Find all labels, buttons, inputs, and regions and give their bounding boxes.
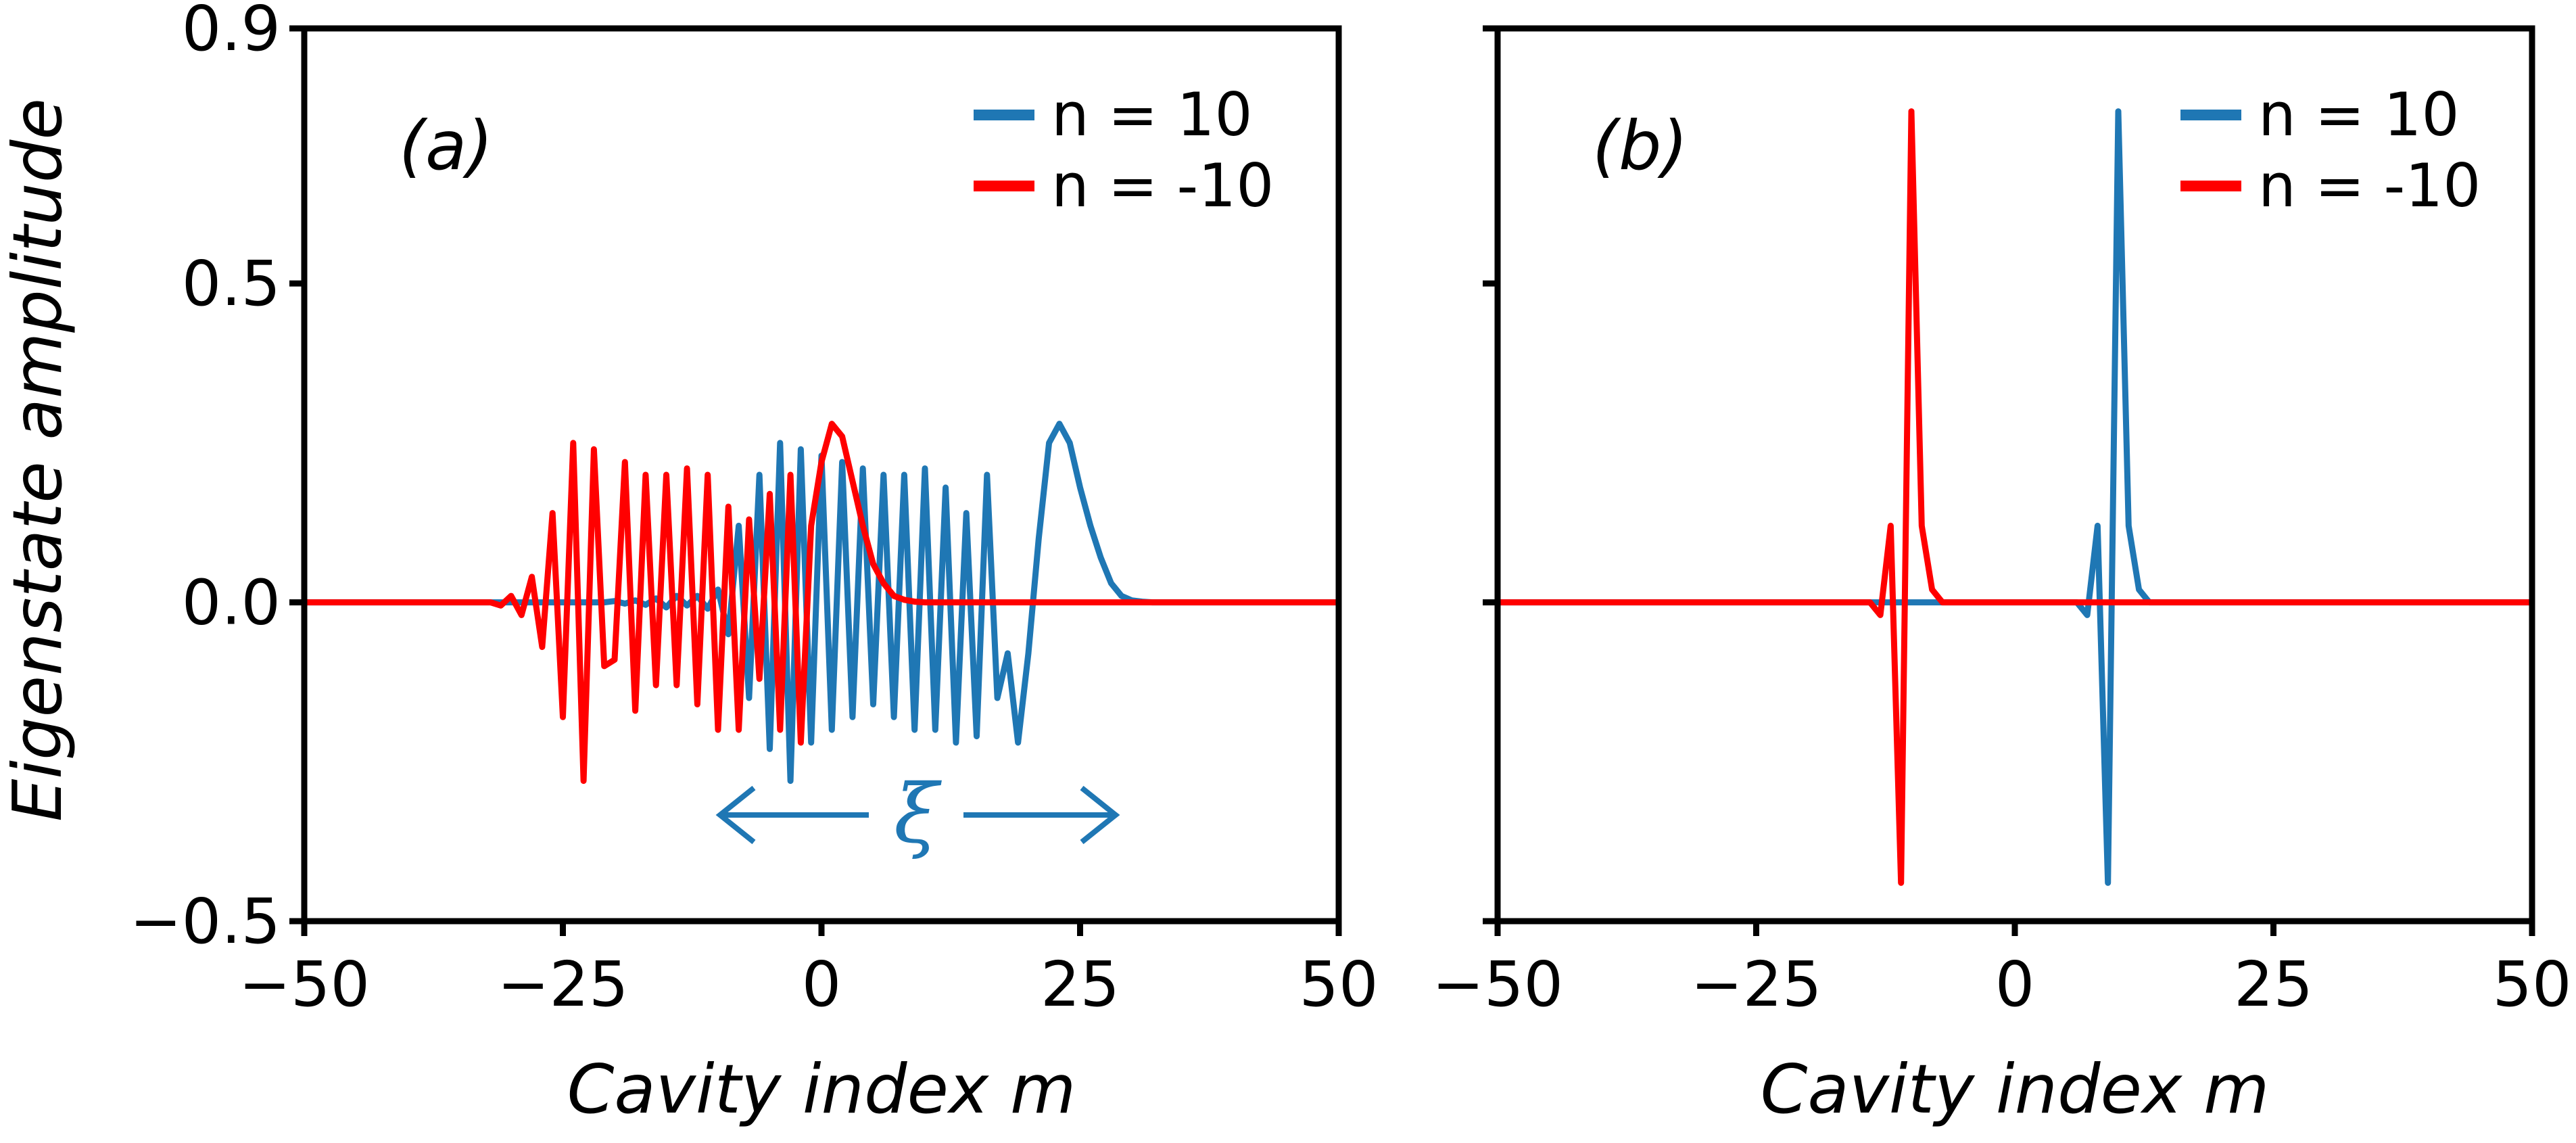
y-tick-label: −0.5	[130, 885, 281, 958]
y-tick-label: 0.5	[182, 248, 281, 320]
xi-symbol: ξ	[894, 768, 942, 862]
x-axis-title-a: Cavity index m	[567, 1050, 1076, 1129]
x-tick-label: 50	[1299, 948, 1378, 1021]
x-tick-label: −50	[1432, 948, 1563, 1021]
x-tick-label: 50	[2492, 948, 2571, 1021]
panel-label-a: (a)	[399, 106, 493, 185]
xi-annotation: ξ	[715, 768, 1120, 862]
xi-arrowhead-right	[1080, 785, 1120, 845]
x-tick-label: −25	[497, 948, 628, 1021]
ticks-a: −50 −25 0 25 50 −0.5 0.0 0.5 0.9	[130, 0, 1379, 1021]
y-tick-label: 0.9	[182, 0, 281, 65]
ticks-b: −50 −25 0 25 50	[1432, 25, 2572, 1021]
x-tick-label: 0	[1995, 948, 2035, 1021]
legend-label-n10-a: n = 10	[1051, 80, 1252, 149]
legend-label-n10-b: n = 10	[2258, 80, 2459, 149]
x-tick-label: −25	[1690, 948, 1821, 1021]
series-line-n10	[1498, 108, 2532, 886]
x-tick-label: 25	[1041, 948, 1120, 1021]
x-tick-label: −50	[239, 948, 370, 1021]
series-layer-a	[304, 421, 1339, 785]
legend-a: n = 10 n = -10	[974, 80, 1274, 220]
x-tick-label: 25	[2234, 948, 2313, 1021]
legend-label-nm10-b: n = -10	[2258, 151, 2481, 220]
series-layer-b	[1498, 108, 2532, 886]
panel-b: −50 −25 0 25 50 (b) Cavity index m n = 10 n …	[1432, 25, 2572, 1129]
series-line-nm10	[1498, 108, 2532, 886]
panel-a: −50 −25 0 25 50 −0.5 0.0 0.5 0.9 (a) Cavity inde…	[130, 0, 1379, 1129]
y-tick-label: 0.0	[182, 567, 281, 639]
panel-label-b: (b)	[1592, 106, 1688, 185]
legend-label-nm10-a: n = -10	[1051, 151, 1274, 220]
series-line-nm10	[304, 421, 1339, 785]
xi-arrowhead-left	[715, 785, 756, 845]
legend-b: n = 10 n = -10	[2180, 80, 2481, 220]
x-axis-title-b: Cavity index m	[1761, 1050, 2270, 1129]
x-tick-label: 0	[802, 948, 842, 1021]
y-axis-title: Eigenstate amplitude	[0, 98, 77, 822]
